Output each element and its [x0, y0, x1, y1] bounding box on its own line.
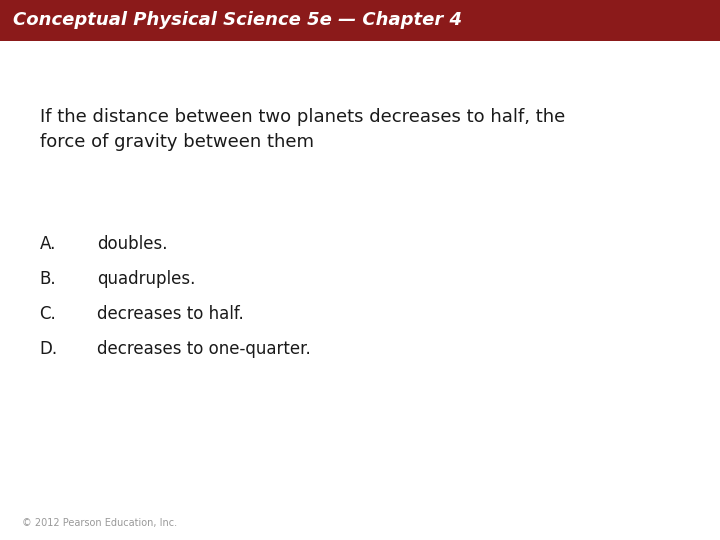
Text: decreases to one-quarter.: decreases to one-quarter. [97, 340, 311, 358]
Text: Conceptual Physical Science 5e — Chapter 4: Conceptual Physical Science 5e — Chapter… [13, 11, 462, 29]
Text: C.: C. [40, 305, 56, 323]
Bar [0, 0, 720, 40]
Text: B.: B. [40, 270, 56, 288]
Text: D.: D. [40, 340, 58, 358]
Text: A.: A. [40, 235, 56, 253]
Text: quadruples.: quadruples. [97, 270, 196, 288]
Text: If the distance between two planets decreases to half, the
force of gravity betw: If the distance between two planets decr… [40, 108, 565, 151]
Text: doubles.: doubles. [97, 235, 168, 253]
Text: decreases to half.: decreases to half. [97, 305, 244, 323]
Text: © 2012 Pearson Education, Inc.: © 2012 Pearson Education, Inc. [22, 518, 176, 528]
